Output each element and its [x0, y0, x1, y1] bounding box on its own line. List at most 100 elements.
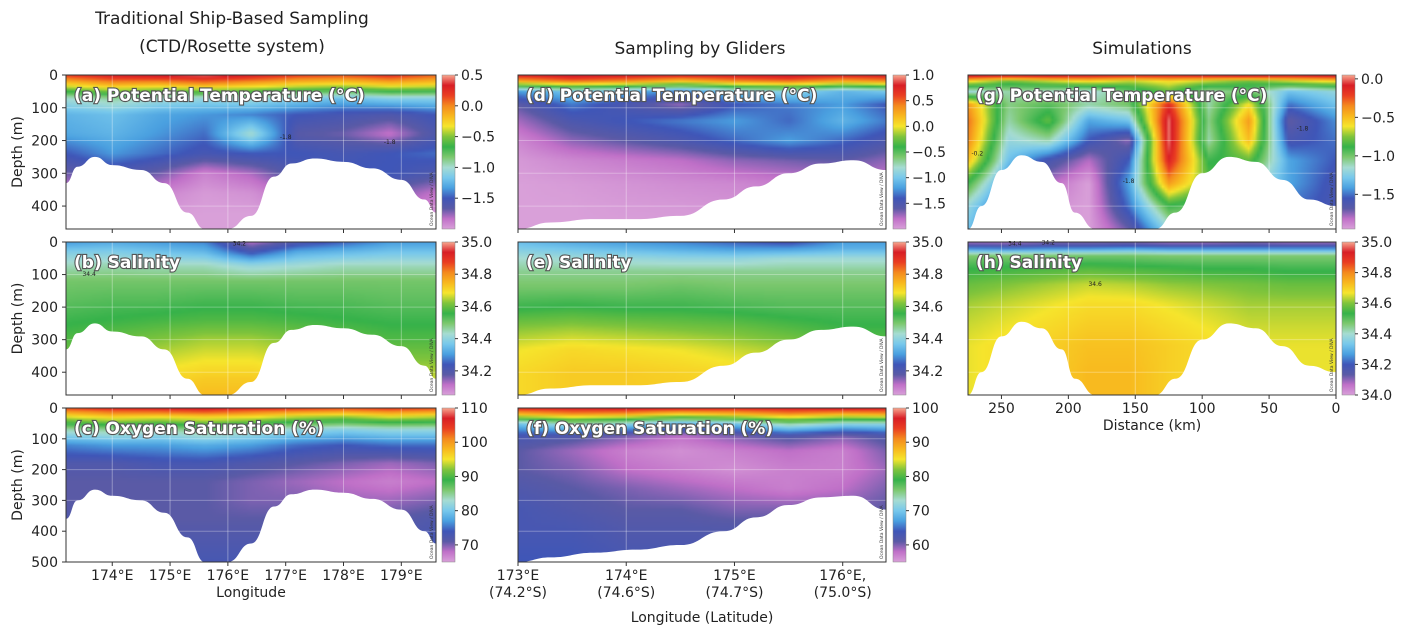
colorbar-tick-label: 34.4	[461, 332, 492, 348]
seafloor-e	[518, 326, 886, 395]
colorbar-tick-label: 34.0	[1361, 388, 1392, 404]
colorbar-tick-label: −1.0	[461, 160, 495, 176]
x-tick-label: 250	[988, 401, 1015, 417]
seafloor-f	[518, 495, 886, 562]
colorbar-tick-label: −1.5	[1361, 187, 1395, 203]
panel-a: -1.8 -1.8 Ocean Data View / DIVA (a) Potent…	[10, 68, 495, 233]
panels: -1.8 -1.8 Ocean Data View / DIVA (a) Potent…	[10, 68, 1395, 626]
panel-label-g: (g) Potential Temperature (°C)	[976, 86, 1267, 106]
colorbar-tick-label: 90	[461, 469, 479, 485]
panel-label-b: (b) Salinity	[74, 253, 180, 273]
y-tick-label: 100	[31, 432, 58, 448]
column-title-glider: Sampling by Gliders	[615, 39, 786, 59]
panel-h: 34.4 34.2 34.6 Ocean Data View / DIVA (h) Sa…	[967, 235, 1392, 434]
seafloor-a	[66, 156, 436, 229]
colorbar-tick-label: 34.6	[461, 299, 492, 315]
y-tick-label: 200	[31, 300, 58, 316]
colorbar-tick-label: 100	[461, 435, 488, 451]
panel-frame-b	[65, 241, 437, 396]
x-tick-label: 174°E	[605, 568, 648, 584]
x-axis-label: Longitude (Latitude)	[631, 610, 774, 626]
y-tick-label: 100	[31, 101, 58, 117]
y-axis-label: Depth (m)	[10, 283, 26, 355]
colorbar-tick-label: 35.0	[912, 235, 943, 251]
x-tick-sublabel: (74.2°S)	[489, 585, 547, 601]
seafloor-b	[66, 323, 436, 395]
colorbar-tick-label: 34.2	[1361, 357, 1392, 373]
x-tick-label: 177°E	[264, 568, 307, 584]
colorbar-tick-label: 0.0	[1361, 72, 1383, 88]
colorbar-tick-label: 34.8	[1361, 266, 1392, 282]
x-tick-label: 0	[1332, 401, 1341, 417]
odv-watermark: Ocean Data View / DIVA	[429, 337, 435, 392]
colorbar-tick-label: −0.5	[461, 130, 495, 146]
x-tick-label: 176°E,	[819, 568, 866, 584]
y-axis-label: Depth (m)	[10, 116, 26, 188]
y-tick-label: 200	[31, 134, 58, 150]
contour-label: 34.2	[1042, 240, 1056, 247]
contour-label: 34.4	[82, 271, 96, 278]
panel-frame-d	[517, 74, 887, 230]
y-tick-label: 300	[31, 166, 58, 182]
y-tick-label: 300	[31, 493, 58, 509]
contour-label: 34.6	[1088, 281, 1102, 288]
y-tick-label: 0	[49, 401, 58, 417]
odv-watermark: Ocean Data View / DIVA	[879, 504, 885, 559]
contour-label: -1.8	[1297, 126, 1309, 133]
colorbar-f	[892, 407, 907, 563]
x-tick-label: 175°E	[713, 568, 756, 584]
colorbar-tick-label: 90	[912, 435, 930, 451]
colorbar-tick-label: 60	[912, 538, 930, 554]
odv-watermark: Ocean Data View / DIVA	[879, 171, 885, 226]
y-tick-label: 300	[31, 333, 58, 349]
x-tick-label: 176°E	[207, 568, 250, 584]
x-tick-label: 175°E	[149, 568, 192, 584]
colorbar-tick-label: −1.5	[912, 196, 946, 212]
colorbar-tick-label: −0.5	[1361, 110, 1395, 126]
colorbar-tick-label: 80	[912, 469, 930, 485]
x-tick-label: 173°E	[497, 568, 540, 584]
x-axis-label: Distance (km)	[1103, 418, 1201, 434]
colorbar-tick-label: 0.5	[912, 94, 934, 110]
x-tick-label: 179°E	[380, 568, 423, 584]
seafloor-c	[66, 489, 436, 562]
colorbar-tick-label: −1.5	[461, 191, 495, 207]
x-tick-sublabel: (74.7°S)	[705, 585, 763, 601]
colorbar-tick-label: 70	[912, 504, 930, 520]
colorbar-tick-label: 70	[461, 538, 479, 554]
colorbar-c	[441, 407, 456, 563]
panel-frame-c	[65, 407, 437, 563]
colorbar-tick-label: 80	[461, 504, 479, 520]
panel-g: -0.2 -1.8 -1.8 Ocean Data View / DIVA (g) Po…	[967, 72, 1395, 233]
contour-label: -1.8	[384, 139, 396, 146]
colorbar-d	[892, 74, 907, 230]
x-tick-label: 50	[1260, 401, 1278, 417]
odv-watermark: Ocean Data View / DIVA	[429, 504, 435, 559]
x-tick-sublabel: (74.6°S)	[597, 585, 655, 601]
odv-watermark: Ocean Data View / DIVA	[429, 171, 435, 226]
panel-frame-f	[517, 407, 887, 563]
colorbar-tick-label: 0.0	[912, 119, 934, 135]
colorbar-tick-label: 0.0	[461, 99, 483, 115]
panel-label-d: (d) Potential Temperature (°C)	[526, 86, 817, 106]
y-tick-label: 0	[49, 235, 58, 251]
contour-label: 34.2	[233, 240, 247, 247]
x-tick-label: 200	[1055, 401, 1082, 417]
panel-frame-a	[65, 74, 437, 230]
x-tick-label: 178°E	[322, 568, 365, 584]
y-tick-label: 400	[31, 199, 58, 215]
colorbar-g	[1341, 74, 1356, 230]
panel-e: Ocean Data View / DIVA (e) Salinity 35.0 34…	[517, 235, 943, 399]
colorbar-tick-label: 35.0	[1361, 235, 1392, 251]
column-title-ship: (CTD/Rosette system)	[139, 37, 325, 57]
colorbar-tick-label: 34.8	[912, 267, 943, 283]
panel-frame-g	[967, 74, 1337, 230]
colorbar-tick-label: −0.5	[912, 145, 946, 161]
contour-label: -1.8	[280, 134, 292, 141]
colorbar-tick-label: 34.4	[912, 332, 943, 348]
odv-watermark: Ocean Data View / DIVA	[879, 337, 885, 392]
colorbar-tick-label: 0.5	[461, 68, 483, 84]
seafloor-h	[968, 321, 1336, 395]
x-tick-label: 100	[1189, 401, 1216, 417]
